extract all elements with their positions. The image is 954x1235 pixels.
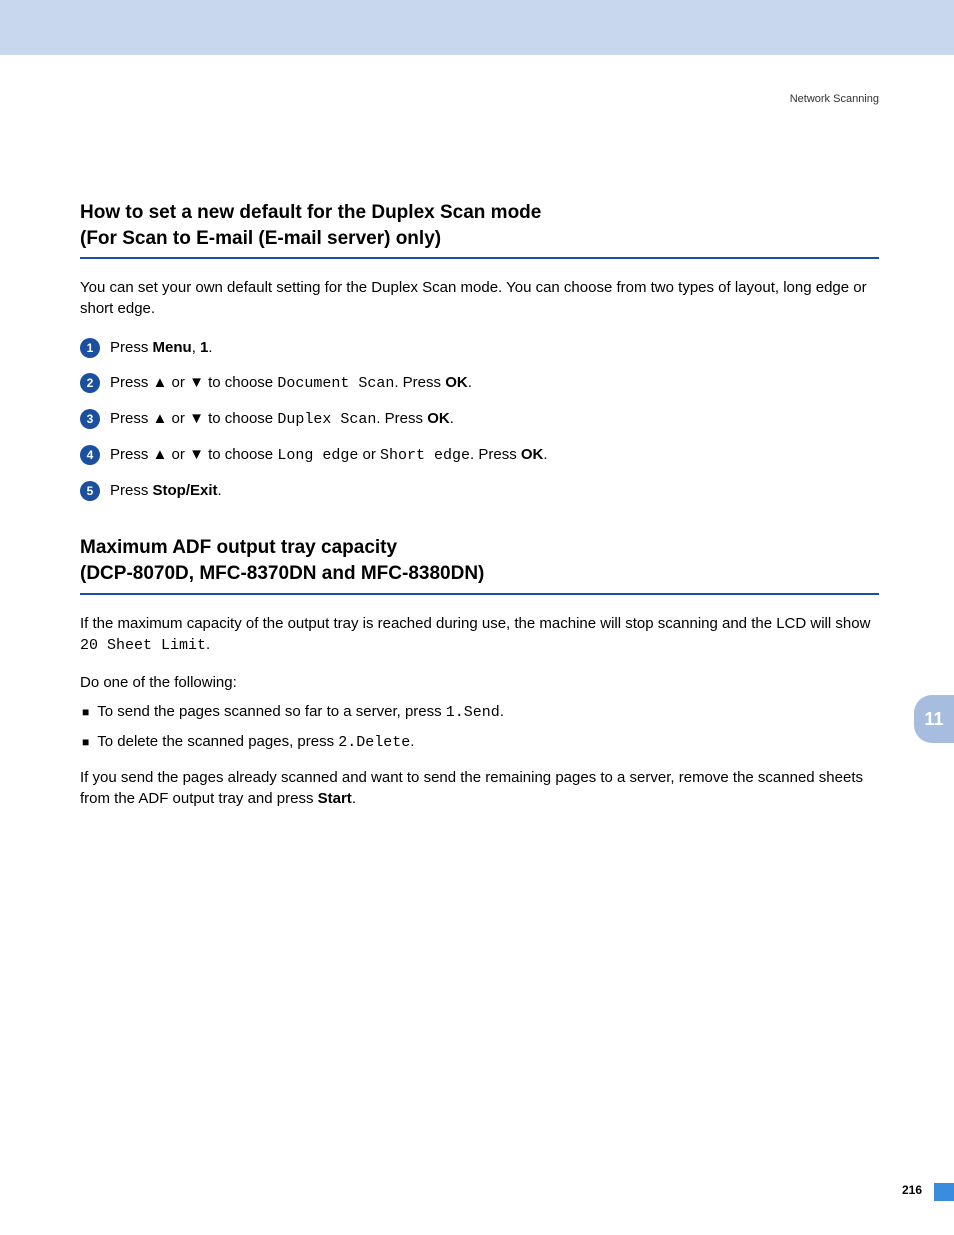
step-number-icon: 3 bbox=[80, 409, 100, 429]
step-item: 5 Press Stop/Exit. bbox=[80, 480, 879, 501]
t: . bbox=[543, 446, 547, 463]
t: To delete the scanned pages, press bbox=[97, 733, 338, 750]
t: or bbox=[167, 374, 189, 391]
bullet-item: ■ To delete the scanned pages, press 2.D… bbox=[80, 731, 879, 753]
step-item: 3 Press ▲ or ▼ to choose Duplex Scan. Pr… bbox=[80, 408, 879, 430]
step-text: Press Menu, 1. bbox=[110, 337, 879, 358]
t: 1.Send bbox=[446, 704, 500, 721]
step-number-icon: 4 bbox=[80, 445, 100, 465]
t: . Press bbox=[376, 410, 427, 427]
t: OK bbox=[445, 374, 468, 391]
square-bullet-icon: ■ bbox=[82, 734, 89, 751]
section1-title: How to set a new default for the Duplex … bbox=[80, 200, 879, 251]
t: to choose bbox=[204, 446, 277, 463]
t: . bbox=[208, 339, 212, 356]
step-list: 1 Press Menu, 1. 2 Press ▲ or ▼ to choos… bbox=[80, 337, 879, 501]
t: to choose bbox=[204, 374, 277, 391]
t: Press bbox=[110, 446, 153, 463]
t: Press bbox=[110, 339, 153, 356]
title-rule bbox=[80, 257, 879, 259]
title-line: How to set a new default for the Duplex … bbox=[80, 202, 541, 223]
t: OK bbox=[427, 410, 450, 427]
down-arrow-icon: ▼ bbox=[189, 374, 204, 391]
square-bullet-icon: ■ bbox=[82, 704, 89, 721]
t: Menu bbox=[153, 339, 192, 356]
bullet-list: ■ To send the pages scanned so far to a … bbox=[80, 701, 879, 753]
bullet-item: ■ To send the pages scanned so far to a … bbox=[80, 701, 879, 723]
t: . bbox=[218, 482, 222, 499]
t: If the maximum capacity of the output tr… bbox=[80, 615, 870, 632]
t: Press bbox=[110, 374, 153, 391]
section2-closing: If you send the pages already scanned an… bbox=[80, 767, 879, 809]
down-arrow-icon: ▼ bbox=[189, 410, 204, 427]
section1-intro: You can set your own default setting for… bbox=[80, 277, 879, 319]
up-arrow-icon: ▲ bbox=[153, 410, 168, 427]
step-text: Press Stop/Exit. bbox=[110, 480, 879, 501]
title-line: (DCP-8070D, MFC-8370DN and MFC-8380DN) bbox=[80, 563, 484, 584]
step-text: Press ▲ or ▼ to choose Duplex Scan. Pres… bbox=[110, 408, 879, 430]
t: Long edge bbox=[277, 447, 358, 464]
corner-tab bbox=[934, 1183, 954, 1201]
bullet-text: To send the pages scanned so far to a se… bbox=[97, 701, 504, 723]
t: , bbox=[192, 339, 200, 356]
title-line: (For Scan to E-mail (E-mail server) only… bbox=[80, 228, 441, 249]
page-content: How to set a new default for the Duplex … bbox=[0, 55, 954, 809]
t: Short edge bbox=[380, 447, 470, 464]
step-number-icon: 1 bbox=[80, 338, 100, 358]
step-item: 1 Press Menu, 1. bbox=[80, 337, 879, 358]
do-one-label: Do one of the following: bbox=[80, 674, 879, 691]
step-item: 4 Press ▲ or ▼ to choose Long edge or Sh… bbox=[80, 444, 879, 466]
t: or bbox=[167, 446, 189, 463]
chapter-tab: 11 bbox=[914, 695, 954, 743]
title-line: Maximum ADF output tray capacity bbox=[80, 537, 397, 558]
section2: Maximum ADF output tray capacity (DCP-80… bbox=[80, 535, 879, 808]
t: To send the pages scanned so far to a se… bbox=[97, 703, 446, 720]
t: . bbox=[500, 703, 504, 720]
t: . bbox=[410, 733, 414, 750]
t: Stop/Exit bbox=[153, 482, 218, 499]
step-number-icon: 5 bbox=[80, 481, 100, 501]
t: Press bbox=[110, 482, 153, 499]
t: If you send the pages already scanned an… bbox=[80, 769, 863, 807]
title-rule bbox=[80, 593, 879, 595]
t: . bbox=[206, 636, 210, 653]
section2-intro: If the maximum capacity of the output tr… bbox=[80, 613, 879, 656]
t: OK bbox=[521, 446, 544, 463]
t: Duplex Scan bbox=[277, 411, 376, 428]
t: Press bbox=[110, 410, 153, 427]
header-category: Network Scanning bbox=[790, 93, 879, 105]
t: to choose bbox=[204, 410, 277, 427]
t: . bbox=[468, 374, 472, 391]
step-text: Press ▲ or ▼ to choose Document Scan. Pr… bbox=[110, 372, 879, 394]
t: . Press bbox=[470, 446, 521, 463]
t: Start bbox=[318, 790, 352, 807]
step-text: Press ▲ or ▼ to choose Long edge or Shor… bbox=[110, 444, 879, 466]
t: Document Scan bbox=[277, 375, 394, 392]
t: or bbox=[358, 446, 380, 463]
up-arrow-icon: ▲ bbox=[153, 446, 168, 463]
t: 2.Delete bbox=[338, 734, 410, 751]
down-arrow-icon: ▼ bbox=[189, 446, 204, 463]
page-number: 216 bbox=[902, 1183, 922, 1197]
bullet-text: To delete the scanned pages, press 2.Del… bbox=[97, 731, 414, 753]
t: 20 Sheet Limit bbox=[80, 637, 206, 654]
t: . bbox=[450, 410, 454, 427]
t: . bbox=[352, 790, 356, 807]
t: . Press bbox=[394, 374, 445, 391]
top-bar bbox=[0, 0, 954, 55]
t: or bbox=[167, 410, 189, 427]
step-item: 2 Press ▲ or ▼ to choose Document Scan. … bbox=[80, 372, 879, 394]
up-arrow-icon: ▲ bbox=[153, 374, 168, 391]
step-number-icon: 2 bbox=[80, 373, 100, 393]
section2-title: Maximum ADF output tray capacity (DCP-80… bbox=[80, 535, 879, 586]
